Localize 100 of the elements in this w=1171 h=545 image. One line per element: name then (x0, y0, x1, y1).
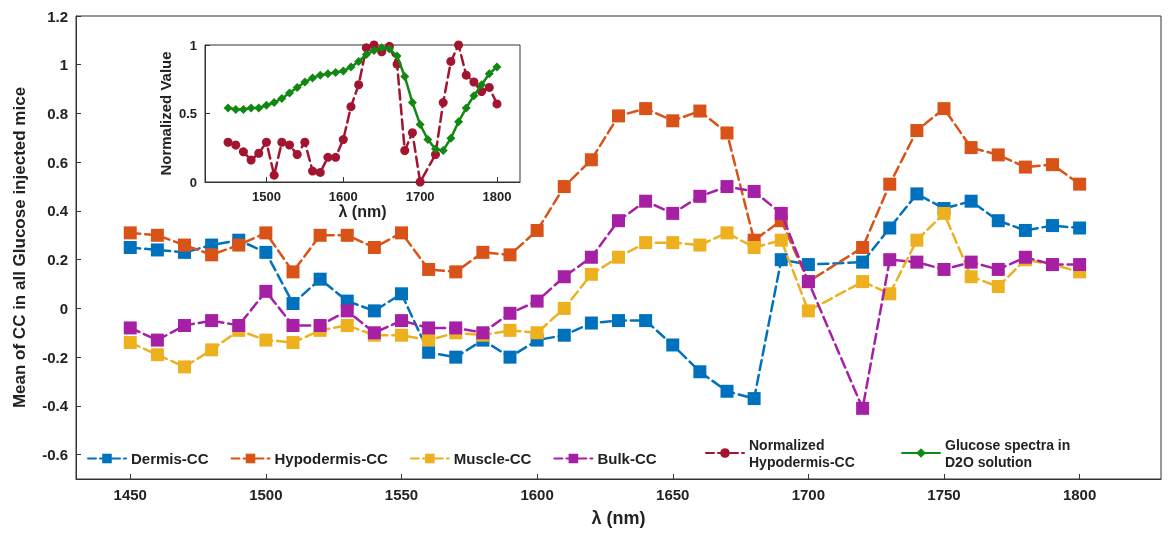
point (313, 228, 327, 242)
point (612, 109, 625, 123)
point (286, 336, 300, 350)
point (937, 206, 951, 220)
point (367, 241, 381, 254)
point (747, 392, 761, 406)
y-tick-label: -0.6 (42, 446, 68, 464)
legend-label: Normalized Hypodermis-CC (749, 436, 855, 470)
point (454, 117, 464, 127)
point (720, 226, 734, 240)
point (937, 262, 951, 276)
point (238, 147, 248, 157)
legend-label: Dermis-CC (131, 450, 209, 467)
point (261, 137, 271, 147)
point (910, 233, 924, 247)
point (340, 228, 354, 242)
point (530, 326, 544, 340)
point (964, 270, 978, 284)
y-tick-label: 0.6 (47, 153, 68, 171)
point (666, 114, 680, 128)
point (395, 287, 408, 301)
x-tick-label: 1700 (791, 486, 826, 503)
y-tick-label: -0.2 (42, 348, 68, 366)
point (407, 128, 417, 138)
legend-label: Bulk-CC (597, 450, 657, 467)
point (461, 103, 471, 113)
y-axis-title: Mean of CC in all Glucose injected mice (10, 86, 29, 409)
point (292, 150, 302, 160)
point (377, 43, 387, 53)
point (346, 102, 356, 112)
point (693, 189, 707, 203)
point (1073, 177, 1087, 191)
point (407, 98, 417, 108)
point (231, 104, 241, 114)
x-tick-label: 1550 (384, 486, 419, 503)
point (991, 214, 1005, 228)
point (991, 148, 1005, 162)
point (423, 135, 433, 145)
x-tick-label: 1600 (520, 486, 554, 503)
point (557, 270, 571, 284)
point (1046, 219, 1059, 233)
point (259, 226, 273, 240)
point (449, 321, 463, 335)
point (584, 250, 598, 264)
point (369, 45, 379, 55)
point (354, 56, 364, 66)
point (910, 255, 924, 269)
point (910, 187, 924, 201)
point (720, 126, 734, 140)
point (747, 184, 761, 198)
point (503, 323, 517, 337)
point (964, 141, 978, 155)
point (246, 155, 256, 165)
point (246, 103, 256, 113)
point (774, 233, 788, 247)
y-tick-label: 0.4 (47, 202, 69, 220)
point (612, 250, 625, 264)
y-tick-label: 1.2 (47, 7, 68, 25)
x-tick-label: 1500 (249, 486, 283, 503)
point (292, 82, 302, 92)
point (449, 265, 463, 279)
point (557, 301, 571, 315)
x-axis-title: λ (nm) (338, 203, 387, 221)
point (503, 306, 517, 320)
point (150, 243, 164, 257)
point (883, 177, 897, 191)
point (584, 316, 598, 330)
y-tick-label: 0.5 (178, 106, 197, 121)
point (254, 103, 264, 113)
point (454, 40, 464, 50)
point (446, 133, 456, 143)
point (205, 343, 219, 357)
point (286, 318, 300, 332)
point (205, 248, 219, 262)
point (123, 336, 137, 350)
x-tick-label: 1750 (927, 486, 961, 503)
point (361, 43, 371, 53)
point (315, 70, 325, 80)
point (269, 170, 279, 180)
point (300, 137, 310, 147)
point (1018, 160, 1032, 174)
legend-label: Hypodermis-CC (274, 450, 389, 467)
point (1073, 258, 1087, 272)
point (477, 80, 487, 90)
point (666, 236, 680, 250)
point (286, 297, 300, 311)
point (178, 318, 191, 332)
point (338, 66, 348, 76)
y-tick-label: 0 (189, 174, 197, 190)
x-tick-label: 1600 (328, 189, 358, 204)
point (1018, 223, 1032, 237)
point (991, 279, 1005, 293)
point (422, 321, 436, 335)
point (238, 104, 248, 114)
x-tick-label: 1650 (656, 486, 690, 503)
point (300, 77, 310, 87)
point (430, 144, 440, 154)
point (123, 241, 137, 254)
point (449, 350, 463, 364)
point (856, 401, 870, 415)
